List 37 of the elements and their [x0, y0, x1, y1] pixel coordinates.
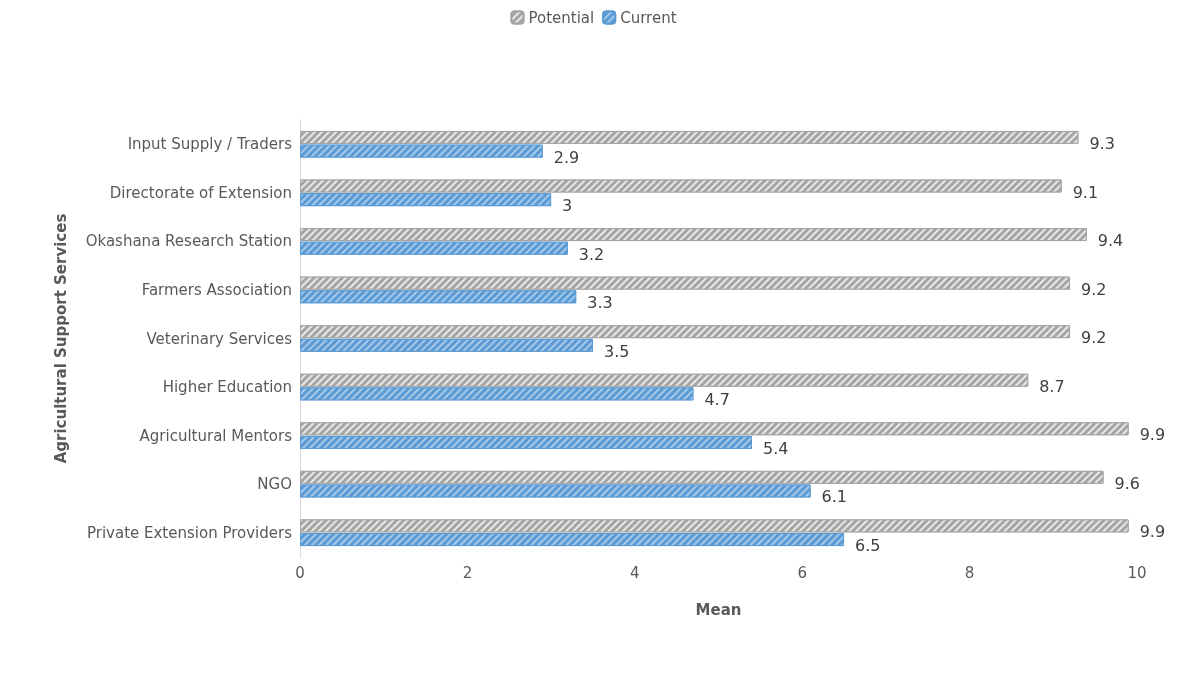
data-label: 9.1 [1072, 182, 1099, 202]
y-tick-label: NGO [257, 475, 292, 494]
data-label: 4.7 [704, 390, 730, 410]
y-tick-label: Private Extension Providers [86, 523, 293, 542]
data-label: 2.9 [553, 147, 580, 167]
data-label: 3.5 [603, 341, 630, 361]
x-tick-label: 6 [797, 563, 807, 582]
data-label: 9.6 [1114, 473, 1140, 493]
data-label: 3 [562, 196, 573, 216]
x-tick-label: 0 [295, 563, 305, 582]
data-label: 3.3 [587, 293, 613, 313]
y-tick-label: Veterinary Services [146, 329, 293, 348]
x-tick-label: 10 [1127, 563, 1147, 582]
data-label: 9.3 [1089, 133, 1115, 153]
data-label: 9.2 [1081, 328, 1107, 348]
y-tick-label: Okashana Research Station [85, 232, 292, 251]
data-label: 9.9 [1139, 425, 1166, 445]
legend-label: Potential [528, 8, 595, 27]
y-tick-label: Directorate of Extension [109, 183, 292, 202]
y-tick-label: Farmers Association [141, 280, 292, 299]
x-axis-title: Mean [695, 600, 742, 619]
x-tick-label: 4 [630, 563, 640, 582]
y-tick-label: Higher Education [162, 378, 292, 397]
data-label: 9.4 [1097, 231, 1124, 251]
data-label: 5.4 [762, 438, 789, 458]
x-tick-label: 2 [462, 563, 473, 582]
data-label: 9.2 [1081, 279, 1107, 299]
x-tick-label: 8 [964, 563, 975, 582]
data-label: 8.7 [1039, 376, 1065, 396]
y-axis-title: Agricultural Support Services [51, 213, 70, 464]
data-label: 3.2 [578, 244, 605, 264]
data-label: 9.9 [1139, 522, 1166, 542]
data-label: 6.5 [855, 536, 881, 556]
y-tick-label: Agricultural Mentors [139, 426, 293, 445]
legend-label: Current [620, 8, 677, 27]
y-tick-label: Input Supply / Traders [127, 135, 293, 154]
data-label: 6.1 [821, 487, 848, 507]
